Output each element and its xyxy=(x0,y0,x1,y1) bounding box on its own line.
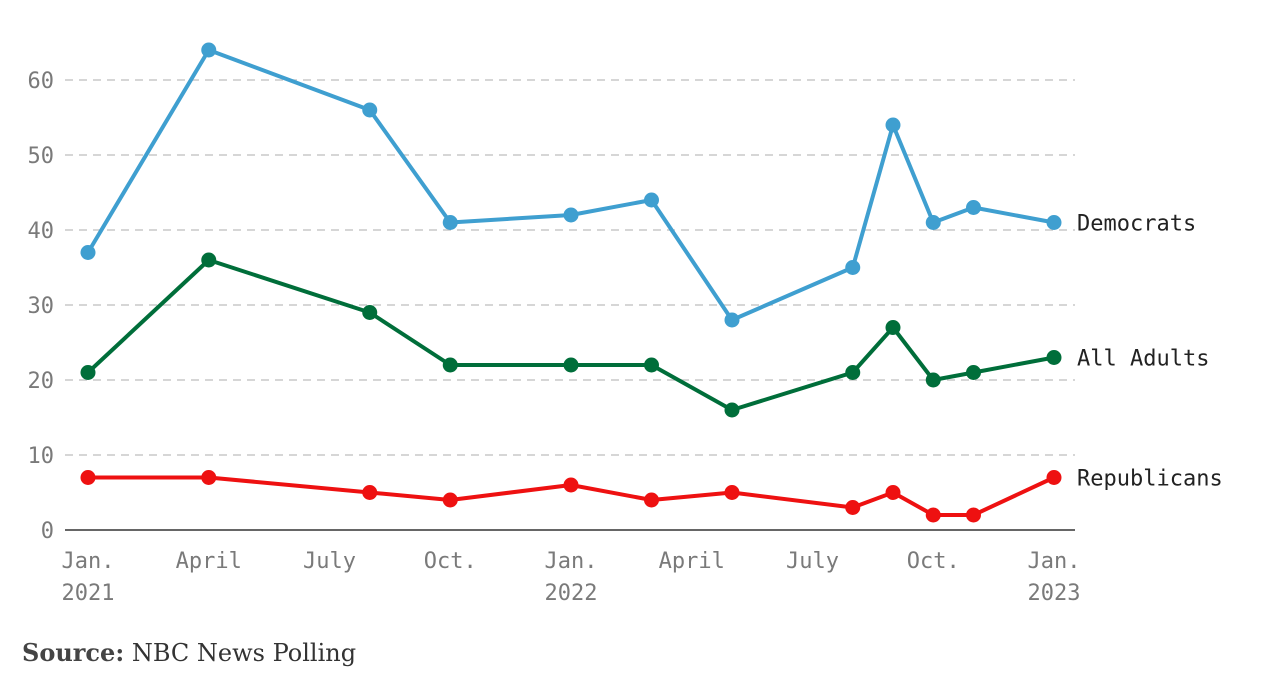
x-tick-label: Oct. xyxy=(907,549,960,574)
republicans-point xyxy=(966,507,981,523)
all-adults-point xyxy=(201,252,217,268)
all-adults-line xyxy=(86,258,1055,412)
x-tick-label: Jan. xyxy=(545,549,598,574)
x-axis-ticks: Jan. 2021 April July Oct. Jan. 2022 April July Oc… xyxy=(62,549,1081,606)
x-tick-year-label: 2023 xyxy=(1028,581,1081,606)
series-labels: Democrats All Adults Republicans xyxy=(1077,212,1223,492)
democrats-label: Democrats xyxy=(1077,212,1196,237)
y-axis-ticks: 0 10 20 30 40 50 60 xyxy=(28,69,55,544)
democrats-point xyxy=(724,312,740,328)
republicans-point xyxy=(724,485,740,500)
gridlines xyxy=(65,79,1075,456)
all-adults-point xyxy=(885,320,901,335)
all-adults-point xyxy=(442,357,458,373)
x-tick-label: April xyxy=(176,549,242,574)
line-chart: 0 10 20 30 40 50 60 Jan. 2021 April July Oct. Jan. 2… xyxy=(28,42,1223,606)
democrats-point xyxy=(885,117,901,133)
y-tick-label: 40 xyxy=(28,219,55,244)
republicans-point xyxy=(925,507,941,523)
all-adults-point xyxy=(925,372,941,388)
source-note: Source: NBC News Polling xyxy=(22,638,356,667)
democrats-point xyxy=(362,102,378,118)
all-adults-label: All Adults xyxy=(1077,347,1209,372)
democrats-point xyxy=(442,215,458,230)
republicans-point xyxy=(885,485,901,500)
democrats-point xyxy=(644,192,659,208)
x-tick-label: Jan. xyxy=(1028,549,1081,574)
all-adults-point xyxy=(644,357,659,373)
democrats-point xyxy=(80,245,96,260)
source-text: NBC News Polling xyxy=(131,639,357,667)
republicans-point xyxy=(1046,470,1062,485)
republicans-point xyxy=(80,470,96,485)
x-tick-label: April xyxy=(659,549,725,574)
republicans-point xyxy=(644,492,659,508)
x-tick-year-label: 2021 xyxy=(62,581,115,606)
x-tick-label: Jan. xyxy=(62,549,115,574)
democrats-line xyxy=(86,48,1055,322)
y-tick-label: 60 xyxy=(28,69,55,94)
x-tick-year-label: 2022 xyxy=(545,581,598,606)
republicans-point xyxy=(201,470,217,485)
y-tick-label: 10 xyxy=(28,444,55,469)
republicans-label: Republicans xyxy=(1077,467,1223,492)
democrats-point xyxy=(563,207,579,223)
all-adults-point xyxy=(966,365,981,380)
democrats-point xyxy=(1046,215,1062,230)
republicans-point xyxy=(845,500,861,515)
all-adults-point xyxy=(362,305,378,320)
source-label: Source: xyxy=(22,638,125,667)
x-tick-label: July xyxy=(786,549,839,574)
y-tick-label: 20 xyxy=(28,369,55,394)
y-tick-label: 30 xyxy=(28,294,55,319)
all-adults-point xyxy=(845,365,861,380)
x-tick-label: July xyxy=(303,549,356,574)
democrats-point xyxy=(966,200,981,215)
y-tick-label: 50 xyxy=(28,144,55,169)
all-adults-point xyxy=(1046,350,1062,365)
democrats-point xyxy=(201,42,217,58)
all-adults-point xyxy=(724,402,740,418)
democrats-point xyxy=(925,215,941,230)
y-tick-label: 0 xyxy=(41,519,54,544)
series-group xyxy=(80,42,1062,523)
republicans-point xyxy=(362,485,378,500)
x-tick-label: Oct. xyxy=(424,549,477,574)
republicans-point xyxy=(442,492,458,508)
all-adults-point xyxy=(563,357,579,373)
all-adults-point xyxy=(80,365,96,380)
republicans-point xyxy=(563,477,579,493)
democrats-point xyxy=(845,260,861,275)
